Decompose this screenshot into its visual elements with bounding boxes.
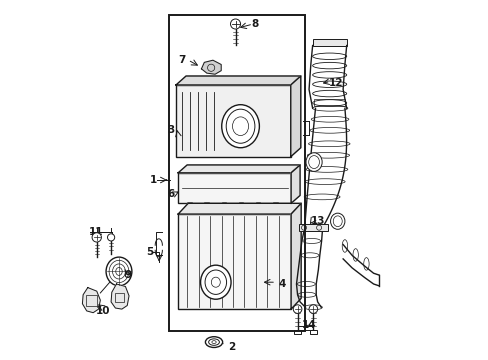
Polygon shape [178, 165, 300, 173]
Text: 10: 10 [95, 306, 110, 316]
Polygon shape [178, 203, 301, 214]
Bar [206, 197, 213, 204]
Ellipse shape [221, 105, 259, 148]
Text: 6: 6 [167, 189, 174, 199]
Polygon shape [176, 76, 300, 85]
Bar [293, 330, 301, 334]
Polygon shape [290, 76, 300, 157]
Text: 4: 4 [278, 279, 285, 289]
Polygon shape [290, 165, 300, 203]
Ellipse shape [330, 213, 344, 229]
Bar [312, 39, 346, 45]
Bar [282, 197, 288, 204]
Bar [265, 197, 272, 204]
Bar [178, 214, 290, 309]
Circle shape [107, 234, 115, 241]
Bar [176, 85, 290, 157]
Text: 12: 12 [328, 78, 343, 88]
Bar [226, 197, 233, 204]
Ellipse shape [200, 265, 230, 299]
Text: 1: 1 [149, 175, 156, 185]
Text: 2: 2 [228, 342, 235, 352]
Circle shape [230, 19, 240, 29]
Text: 3: 3 [167, 125, 174, 135]
Ellipse shape [205, 337, 222, 347]
Text: 13: 13 [310, 216, 325, 226]
Bar [86, 295, 97, 306]
Text: 11: 11 [88, 227, 103, 237]
Bar [115, 293, 124, 302]
Bar [188, 197, 195, 204]
Circle shape [92, 233, 101, 242]
Ellipse shape [106, 257, 132, 286]
Circle shape [308, 305, 317, 314]
Bar [169, 15, 305, 330]
Polygon shape [111, 284, 129, 309]
Ellipse shape [305, 153, 322, 171]
Text: 7: 7 [178, 55, 185, 65]
Bar [246, 197, 252, 204]
Circle shape [293, 305, 301, 314]
Text: 14: 14 [301, 320, 316, 330]
Bar [314, 99, 344, 107]
Text: 9: 9 [124, 270, 131, 280]
Bar [309, 330, 316, 334]
Polygon shape [290, 203, 301, 309]
Text: 5: 5 [145, 247, 153, 257]
Polygon shape [82, 288, 100, 313]
Text: 8: 8 [251, 19, 258, 29]
Bar [178, 173, 290, 203]
Polygon shape [201, 60, 221, 74]
Bar [299, 224, 327, 231]
